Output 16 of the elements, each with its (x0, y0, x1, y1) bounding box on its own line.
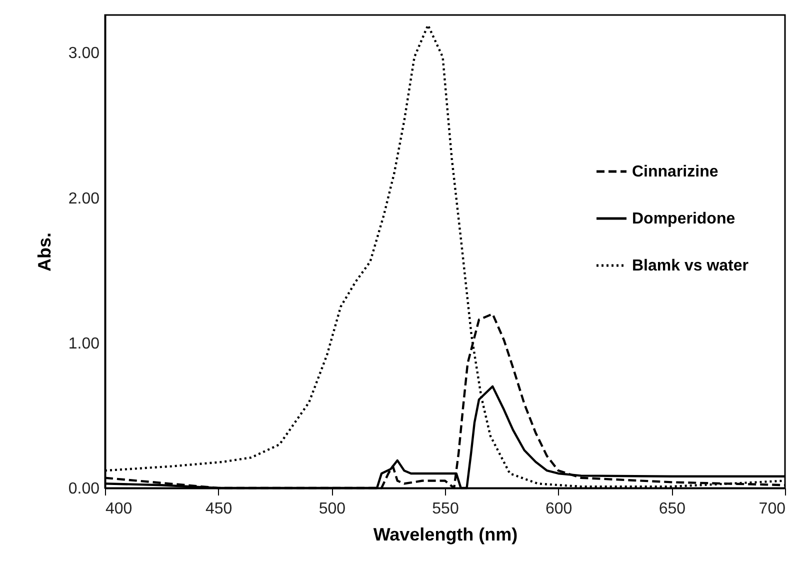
legend-label: Blamk vs water (632, 258, 749, 274)
legend-label: Cinnarizine (632, 164, 718, 180)
x-tick-label: 700 (758, 500, 786, 518)
y-tick-label: 0.00 (68, 480, 100, 498)
x-tick-label: 650 (658, 500, 686, 518)
x-tick-label: 400 (106, 500, 132, 518)
y-axis-title: Abs. (34, 232, 54, 272)
x-tick-label: 500 (318, 500, 346, 518)
legend-label: Domperidone (632, 210, 736, 228)
y-tick-label: 2.00 (68, 190, 100, 208)
y-tick-label: 1.00 (68, 335, 100, 352)
x-tick-label: 550 (432, 500, 459, 518)
y-tick-label: 3.00 (68, 45, 100, 62)
x-tick-label: 600 (545, 500, 572, 518)
x-tick-label: 450 (205, 500, 232, 518)
x-axis-title: Wavelength (nm) (373, 524, 518, 544)
